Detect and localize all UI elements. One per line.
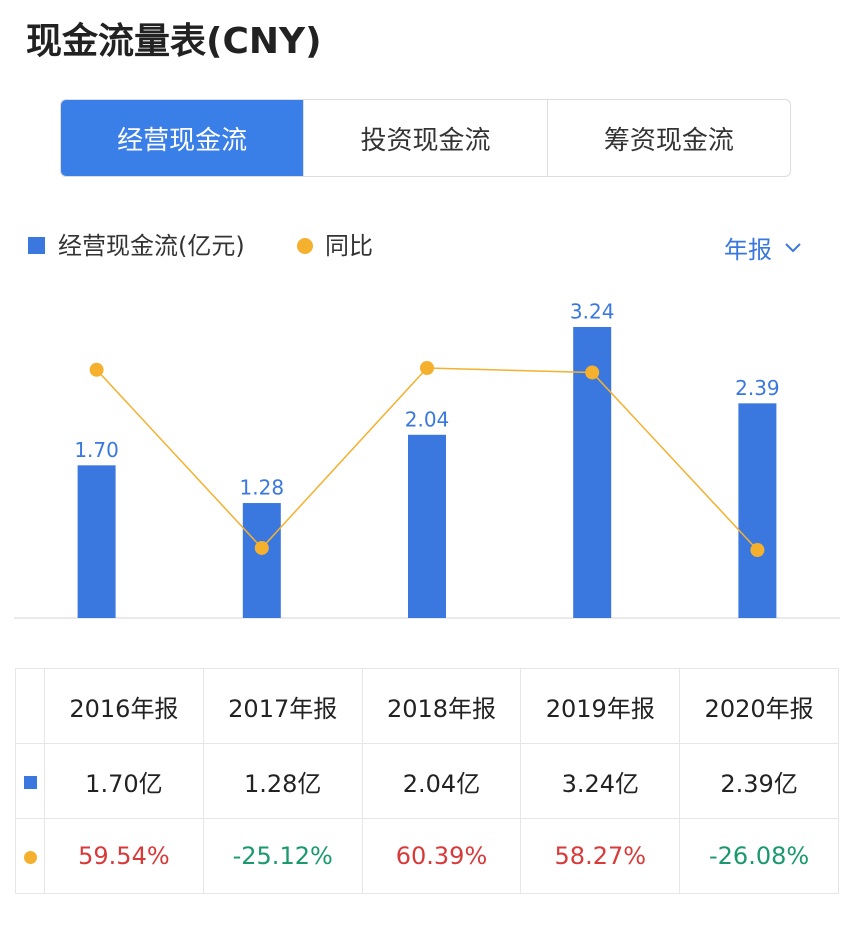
line-point bbox=[750, 543, 765, 557]
page-title: 现金流量表(CNY) bbox=[26, 21, 322, 62]
bar bbox=[77, 465, 116, 618]
table-header: 2020年报 bbox=[679, 668, 839, 744]
period-selector[interactable]: 年报 bbox=[724, 230, 802, 265]
bar bbox=[408, 434, 446, 618]
period-label: 年报 bbox=[724, 236, 772, 264]
row-marker bbox=[23, 851, 37, 864]
table-cell: 1.28亿 bbox=[202, 743, 363, 819]
line-point bbox=[420, 361, 434, 375]
table-cell bbox=[15, 743, 45, 819]
chevron-icon bbox=[785, 242, 801, 252]
line-point bbox=[585, 365, 600, 380]
table-cell bbox=[15, 818, 45, 894]
table-cell: 2.39亿 bbox=[679, 743, 839, 819]
value-label: 3.24 bbox=[570, 300, 615, 324]
tab[interactable]: 筹资现金流 bbox=[546, 100, 790, 176]
bar bbox=[242, 503, 281, 618]
table-row: 1.70亿 1.28亿 2.04亿 3.24亿 2.39亿 bbox=[15, 743, 839, 819]
tab[interactable]: 经营现金流 bbox=[61, 100, 304, 176]
legend-marker bbox=[28, 237, 45, 254]
table-header: 2016年报 bbox=[44, 668, 204, 744]
value-label: 2.39 bbox=[735, 376, 780, 400]
table-cell: 3.24亿 bbox=[520, 743, 681, 819]
table-cell: 60.39% bbox=[361, 818, 522, 894]
legend-marker bbox=[297, 238, 313, 254]
line-point bbox=[254, 540, 269, 555]
table-row: 59.54% -25.12% 60.39% 58.27% -26.08% bbox=[15, 818, 839, 894]
table-header: 2017年报 bbox=[202, 668, 363, 744]
bar bbox=[738, 403, 777, 618]
table-row: 2016年报 2017年报 2018年报 2019年报 2020年报 bbox=[15, 668, 839, 744]
table-cell bbox=[15, 668, 45, 744]
tab-bar: 经营现金流 投资现金流 筹资现金流 bbox=[60, 99, 791, 177]
value-label: 1.28 bbox=[240, 476, 285, 500]
data-table: 2016年报 2017年报 2018年报 2019年报 2020年报 1.70亿 1.28亿… bbox=[15, 668, 839, 894]
table-cell: 59.54% bbox=[44, 818, 204, 894]
value-label: 2.04 bbox=[405, 407, 450, 431]
table-cell: 1.70亿 bbox=[44, 743, 204, 819]
tab[interactable]: 投资现金流 bbox=[303, 100, 546, 176]
table-cell: -26.08% bbox=[679, 818, 839, 894]
line-point bbox=[89, 362, 104, 377]
table-cell: 58.27% bbox=[520, 818, 681, 894]
legend-label: 同比 bbox=[325, 232, 373, 260]
value-label: 1.70 bbox=[74, 438, 119, 462]
table-header: 2019年报 bbox=[520, 668, 681, 744]
legend-label: 经营现金流(亿元) bbox=[58, 232, 245, 260]
table-header: 2018年报 bbox=[361, 668, 522, 744]
table-cell: -25.12% bbox=[202, 818, 363, 894]
row-marker bbox=[23, 776, 37, 789]
table-cell: 2.04亿 bbox=[361, 743, 522, 819]
chart: 经营现金流(亿元) 同比 1.70 1.28 2.04 3.24 2.39 bbox=[14, 232, 840, 619]
